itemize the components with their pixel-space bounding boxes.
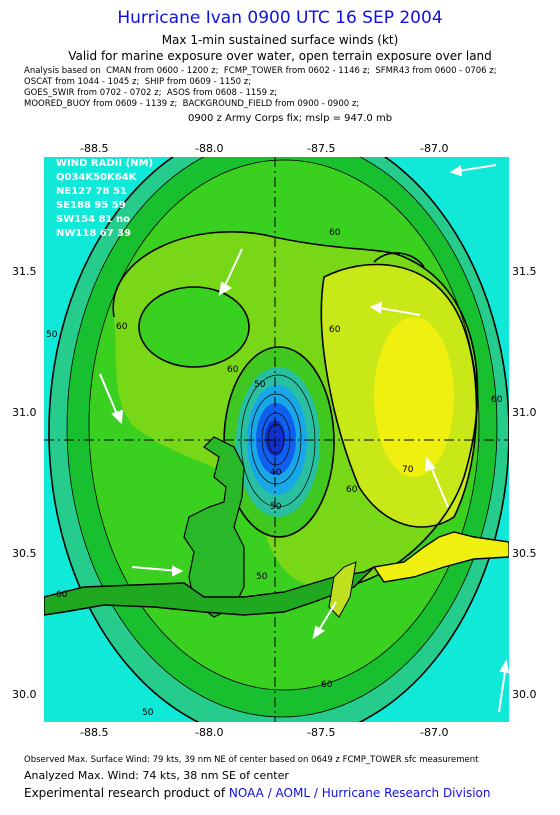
wind-band-60-west-cell	[139, 287, 249, 367]
lon-tick-top: -87.0	[420, 142, 449, 155]
contour-label: 60	[116, 322, 128, 332]
lon-tick-top: -88.5	[80, 142, 109, 155]
contour-label: 50	[256, 572, 268, 582]
contour-label: 50	[270, 502, 282, 512]
lat-tick-left: 31.5	[12, 265, 37, 278]
gulf-coastline	[44, 566, 375, 616]
lat-tick-left: 30.0	[12, 688, 37, 701]
analysis-line: MOORED_BUOY from 0609 - 1139 z; BACKGROU…	[24, 99, 360, 109]
product-credit: Experimental research product of NOAA / …	[24, 786, 490, 800]
wind-arrow	[99, 373, 120, 420]
contour-label: 60	[227, 365, 239, 375]
contour-label: 70	[402, 465, 414, 475]
contour-60-west	[138, 286, 250, 368]
wind-arrow	[131, 566, 180, 572]
contour-70	[320, 263, 478, 528]
contour-40	[48, 157, 509, 722]
wind-radii-row-se: SE188 95 59	[56, 200, 126, 211]
wind-arrow-head	[218, 281, 232, 296]
contour-fragment	[373, 252, 425, 268]
wind-radii-columns: Q034K50K64K	[56, 172, 137, 183]
wind-radii-row-sw: SW154 81 no	[56, 214, 130, 225]
analyzed-max-wind: Analyzed Max. Wind: 74 kts, 38 nm SE of …	[24, 769, 289, 782]
wind-arrow-head	[424, 456, 436, 472]
contour-label: 60	[56, 590, 68, 600]
eye-contour	[240, 374, 316, 508]
contour-label: 60	[491, 395, 503, 405]
wind-arrow-head	[111, 409, 124, 425]
lat-tick-left: 30.5	[12, 547, 37, 560]
wind-radii-header: WIND RADII (NM)	[56, 158, 154, 169]
analysis-sources: Analysis based on CMAN from 0600 - 1200 …	[24, 66, 497, 110]
wind-arrow-head	[172, 565, 184, 577]
wind-arrow-head	[312, 625, 325, 640]
contour-lines-minor	[66, 157, 498, 718]
wind-arrow-head	[369, 301, 383, 314]
wind-field-map: 60 60 60 60 60 60 60 50 50 50 50 50 40 7…	[44, 157, 509, 722]
contour-label: 50	[46, 330, 58, 340]
contour-label: 40	[270, 468, 282, 478]
contour-label: 60	[346, 485, 358, 495]
lat-tick-right: 30.0	[512, 688, 537, 701]
contour-60-outer	[88, 159, 480, 691]
contour-label: 60	[321, 680, 333, 690]
lat-tick-right: 31.0	[512, 406, 537, 419]
contour-label: 50	[254, 380, 266, 390]
lon-tick-top: -87.5	[307, 142, 336, 155]
map-title: Hurricane Ivan 0900 UTC 16 SEP 2004	[117, 8, 443, 28]
wind-arrow-head	[449, 165, 463, 177]
wind-arrow	[498, 664, 507, 713]
lat-tick-right: 30.5	[512, 547, 537, 560]
eye-contour	[250, 393, 302, 485]
lat-tick-right: 31.5	[512, 265, 537, 278]
contour-label: 50	[142, 708, 154, 718]
lat-tick-left: 31.0	[12, 406, 37, 419]
florida-panhandle-coast	[372, 531, 509, 583]
lon-tick-bottom: -88.5	[80, 726, 109, 739]
eye-contours	[240, 374, 316, 508]
wind-arrow	[373, 306, 421, 316]
map-subtitle: Max 1-min sustained surface winds (kt)	[161, 33, 399, 47]
lon-tick-bottom: -87.0	[420, 726, 449, 739]
contour-label: 60	[329, 325, 341, 335]
contour-60	[112, 231, 479, 589]
contour-50-outer	[66, 157, 498, 718]
wind-contour-plot: 60 60 60 60 60 60 60 50 50 50 50 50 40 7…	[44, 157, 509, 722]
lon-tick-bottom: -88.0	[195, 726, 224, 739]
wind-arrow-head	[499, 659, 509, 674]
observed-max-wind: Observed Max. Surface Wind: 79 kts, 39 n…	[24, 755, 479, 765]
analysis-line: OSCAT from 1044 - 1045 z; SHIP from 0609…	[24, 77, 252, 87]
eye-contour	[261, 412, 291, 466]
contour-labels: 60 60 60 60 60 60 60 50 50 50 50 50 40 7…	[46, 228, 503, 718]
lon-tick-bottom: -87.5	[307, 726, 336, 739]
center-crosshair	[44, 157, 509, 722]
analysis-line: GOES_SWIR from 0702 - 0702 z; ASOS from …	[24, 88, 278, 98]
wind-radii-row-ne: NE127 78 51	[56, 186, 127, 197]
wind-band-70-core	[374, 317, 454, 477]
contour-label: 60	[329, 228, 341, 238]
analysis-line: Analysis based on CMAN from 0600 - 1200 …	[24, 66, 497, 76]
lon-tick-top: -88.0	[195, 142, 224, 155]
wind-arrow	[428, 461, 449, 508]
wind-radii-row-nw: NW118 67 39	[56, 228, 132, 239]
wind-radii-table: WIND RADII (NM) Q034K50K64K NE127 78 51 SE1…	[56, 157, 153, 241]
mobile-bay-landmass	[183, 436, 245, 618]
map-subtitle-exposure: Valid for marine exposure over water, op…	[68, 49, 492, 63]
product-credit-prefix: Experimental research product of	[24, 786, 229, 800]
observation-wind-barbs	[99, 164, 509, 713]
hrd-link[interactable]: NOAA / AOML / Hurricane Research Divisio…	[228, 786, 491, 800]
eye-contour	[267, 423, 285, 455]
center-fix: 0900 z Army Corps fix; mslp = 947.0 mb	[187, 113, 393, 124]
